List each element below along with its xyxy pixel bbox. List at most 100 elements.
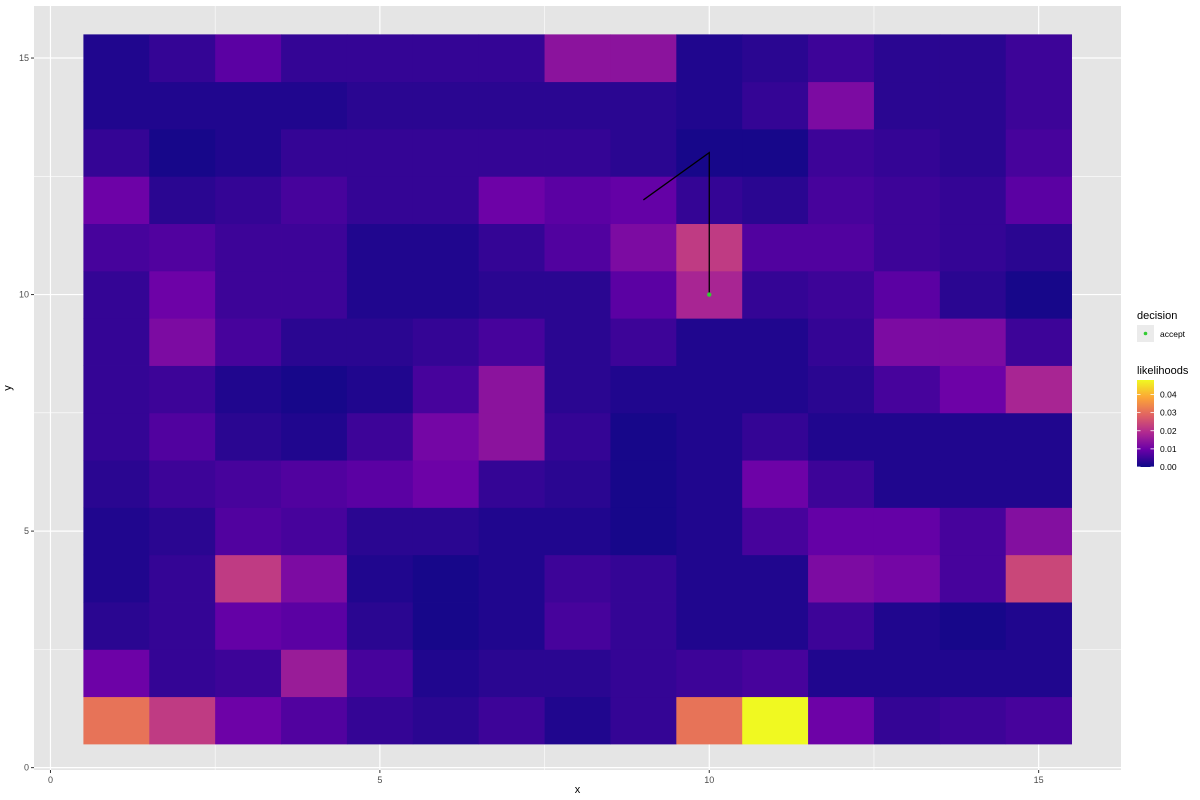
heatmap-cell-10-14 — [676, 81, 743, 130]
heatmap-cell-9-13 — [610, 128, 677, 177]
heatmap-cell-2-1 — [149, 696, 216, 745]
heatmap-cell-12-1 — [808, 696, 875, 745]
heatmap-cell-13-11 — [873, 223, 941, 272]
heatmap-cell-14-10 — [939, 270, 1007, 319]
colorbar-ticks: 0.00 0.01 0.02 0.03 0.04 — [1137, 390, 1177, 472]
heatmap-cell-1-13 — [83, 128, 150, 177]
heatmap-cell-7-2 — [478, 649, 545, 698]
heatmap-cell-3-14 — [215, 81, 282, 130]
heatmap-cell-2-8 — [149, 365, 216, 414]
heatmap-cell-4-14 — [281, 81, 348, 130]
heatmap-cell-14-3 — [939, 602, 1007, 650]
heatmap-cell-2-7 — [149, 412, 216, 461]
heatmap-cell-9-1 — [610, 696, 677, 745]
heatmap-cell-13-7 — [873, 412, 941, 461]
heatmap-cell-9-8 — [610, 365, 677, 414]
heatmap-cell-13-2 — [873, 649, 941, 698]
heatmap-cell-7-14 — [478, 81, 545, 130]
heatmap-cell-7-9 — [478, 318, 545, 366]
heatmap-cell-5-5 — [346, 507, 414, 556]
heatmap-cell-4-15 — [281, 34, 348, 83]
heatmap-cell-5-6 — [346, 460, 414, 508]
legend-decision-label: accept — [1160, 329, 1186, 339]
heatmap-cell-15-2 — [1005, 649, 1072, 698]
heatmap-cell-1-11 — [83, 223, 150, 272]
heatmap-cell-1-8 — [83, 365, 150, 414]
heatmap-cell-11-15 — [742, 34, 809, 83]
heatmap-cell-6-7 — [412, 412, 480, 461]
heatmap-cell-5-7 — [346, 412, 414, 461]
heatmap-cell-3-4 — [215, 554, 282, 603]
heatmap-cell-6-4 — [412, 554, 480, 603]
heatmap-cell-1-10 — [83, 270, 150, 319]
heatmap-cell-2-11 — [149, 223, 216, 272]
heatmap-cell-8-7 — [544, 412, 611, 461]
heatmap-cell-2-9 — [149, 318, 216, 366]
heatmap-cell-6-15 — [412, 34, 480, 83]
heatmap-cell-14-15 — [939, 34, 1007, 83]
heatmap-cell-3-11 — [215, 223, 282, 272]
heatmap-cell-15-14 — [1005, 81, 1072, 130]
heatmap-cell-8-3 — [544, 602, 611, 650]
heatmap-cell-8-14 — [544, 81, 611, 130]
heatmap-cell-4-5 — [281, 507, 348, 556]
heatmap-cell-10-2 — [676, 649, 743, 698]
heatmap-cell-4-3 — [281, 602, 348, 650]
legend-decision-title: decision — [1137, 310, 1177, 322]
heatmap-cell-14-6 — [939, 460, 1007, 508]
heatmap-cell-6-11 — [412, 223, 480, 272]
heatmap-cell-4-9 — [281, 318, 348, 366]
heatmap-cell-7-13 — [478, 128, 545, 177]
heatmap-cell-1-6 — [83, 460, 150, 508]
heatmap-cell-10-7 — [676, 412, 743, 461]
heatmap-cell-11-1 — [742, 696, 809, 745]
heatmap-cell-4-4 — [281, 554, 348, 603]
heatmap-cell-13-10 — [873, 270, 941, 319]
heatmap-cell-14-1 — [939, 696, 1007, 745]
heatmap-cell-2-10 — [149, 270, 216, 319]
heatmap-cell-8-9 — [544, 318, 611, 366]
y-tick-label: 10 — [19, 290, 29, 300]
heatmap-cell-9-11 — [610, 223, 677, 272]
heatmap-cell-5-14 — [346, 81, 414, 130]
heatmap-cell-8-4 — [544, 554, 611, 603]
heatmap-cell-1-4 — [83, 554, 150, 603]
heatmap-cell-7-7 — [478, 412, 545, 461]
heatmap-cell-5-4 — [346, 554, 414, 603]
heatmap-cell-3-5 — [215, 507, 282, 556]
heatmap-cell-6-10 — [412, 270, 480, 319]
heatmap-cell-11-14 — [742, 81, 809, 130]
heatmap-cell-7-5 — [478, 507, 545, 556]
heatmap-cell-3-3 — [215, 602, 282, 650]
heatmap-cell-12-4 — [808, 554, 875, 603]
y-tick-label: 5 — [24, 526, 29, 536]
heatmap-cell-11-8 — [742, 365, 809, 414]
heatmap-cell-6-9 — [412, 318, 480, 366]
heatmap-cell-6-6 — [412, 460, 480, 508]
heatmap-cell-12-13 — [808, 128, 875, 177]
heatmap-cell-6-1 — [412, 696, 480, 745]
heatmap-cell-13-15 — [873, 34, 941, 83]
heatmap-cell-3-15 — [215, 34, 282, 83]
legend-likelihoods: likelihoods 0.00 0.01 0.02 0.03 0.04 — [1137, 365, 1189, 472]
colorbar — [1137, 380, 1154, 467]
heatmap-cell-12-6 — [808, 460, 875, 508]
heatmap-cell-14-12 — [939, 176, 1007, 225]
heatmap-cell-6-14 — [412, 81, 480, 130]
colorbar-tick-label: 0.01 — [1160, 444, 1177, 454]
heatmap-cell-13-13 — [873, 128, 941, 177]
heatmap-cell-8-15 — [544, 34, 611, 83]
heatmap-cell-3-1 — [215, 696, 282, 745]
heatmap-cell-8-2 — [544, 649, 611, 698]
heatmap-cell-12-15 — [808, 34, 875, 83]
heatmap-cell-10-5 — [676, 507, 743, 556]
heatmap-cell-12-11 — [808, 223, 875, 272]
heatmap-cell-14-4 — [939, 554, 1007, 603]
heatmap-cell-7-1 — [478, 696, 545, 745]
heatmap-cell-15-10 — [1005, 270, 1072, 319]
path-line — [642, 151, 710, 295]
heatmap-cell-2-14 — [149, 81, 216, 130]
heatmap-cell-5-8 — [346, 365, 414, 414]
heatmap-cell-4-6 — [281, 460, 348, 508]
heatmap-cell-14-5 — [939, 507, 1007, 556]
